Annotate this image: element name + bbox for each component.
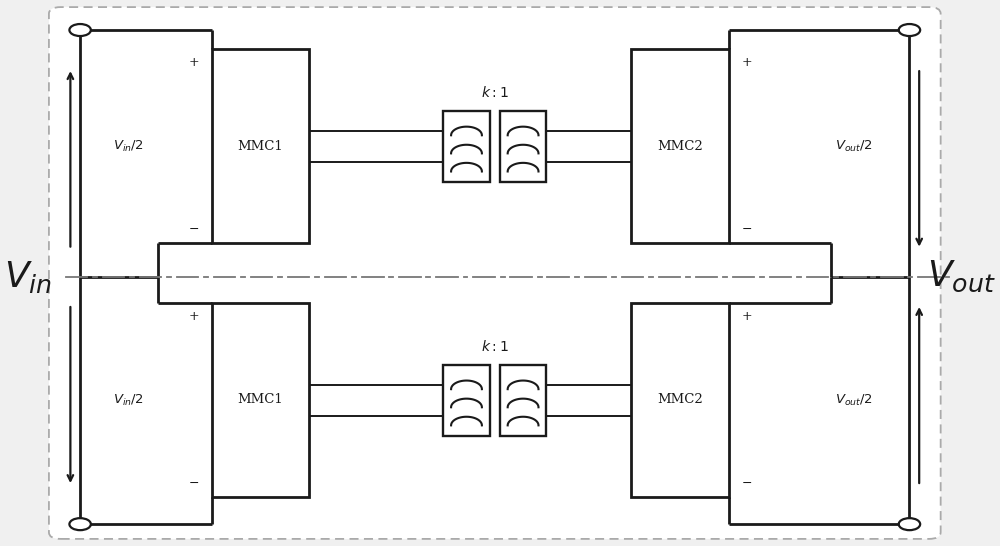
Text: +: +	[189, 310, 200, 323]
Text: MMC2: MMC2	[657, 140, 703, 152]
Text: −: −	[741, 223, 752, 236]
Bar	[443, 111, 490, 182]
Text: MMC2: MMC2	[657, 394, 703, 406]
Circle shape	[71, 519, 89, 529]
Text: MMC1: MMC1	[238, 140, 284, 152]
Text: $\mathit{V_{out}/2}$: $\mathit{V_{out}/2}$	[835, 393, 873, 408]
Bar	[212, 49, 309, 243]
Text: −: −	[189, 223, 200, 236]
Text: $\mathit{V_{out}}$: $\mathit{V_{out}}$	[927, 259, 996, 294]
Text: $\mathit{V_{in}/2}$: $\mathit{V_{in}/2}$	[113, 393, 144, 408]
Text: −: −	[189, 477, 200, 490]
Bar	[631, 303, 729, 497]
Bar	[212, 303, 309, 497]
Circle shape	[900, 25, 919, 35]
Text: $\mathit{k:1}$: $\mathit{k:1}$	[481, 85, 509, 100]
Text: MMC1: MMC1	[238, 394, 284, 406]
FancyBboxPatch shape	[49, 7, 941, 539]
Text: $\mathit{k:1}$: $\mathit{k:1}$	[481, 339, 509, 354]
Circle shape	[71, 25, 89, 35]
Text: +: +	[741, 56, 752, 69]
Text: $\mathit{V_{out}/2}$: $\mathit{V_{out}/2}$	[835, 139, 873, 154]
Bar	[500, 111, 546, 182]
Bar	[443, 365, 490, 436]
Text: +: +	[741, 310, 752, 323]
Text: $\mathit{V_{in}/2}$: $\mathit{V_{in}/2}$	[113, 139, 144, 154]
Text: −: −	[741, 477, 752, 490]
Circle shape	[900, 519, 919, 529]
Text: +: +	[189, 56, 200, 69]
Text: $\mathit{V_{in}}$: $\mathit{V_{in}}$	[4, 259, 52, 295]
Bar	[500, 365, 546, 436]
Bar	[631, 49, 729, 243]
